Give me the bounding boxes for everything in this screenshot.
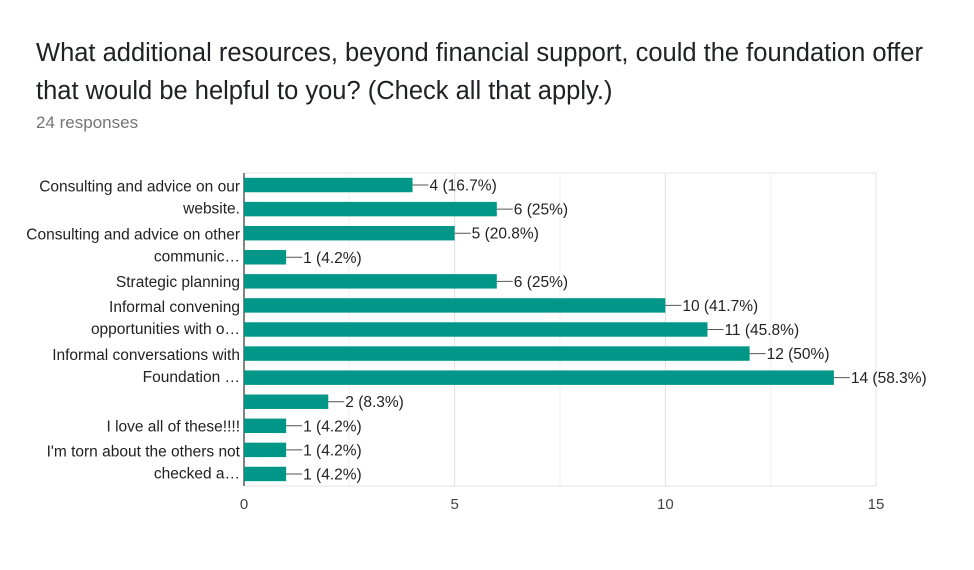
category-label: checked a… [154,465,240,482]
bar [244,250,287,265]
bar [244,394,329,409]
data-label: 1 (4.2%) [303,418,362,435]
data-labels: 4 (16.7%) 6 (25%) 5 (20.8%) 1 (4.2%) 6 (25%)… [286,178,927,483]
category-label: Consulting and advice on other [26,227,240,244]
category-label: communic… [154,249,240,266]
data-label: 5 (20.8%) [472,226,539,243]
data-label: 14 (58.3%) [851,370,927,387]
data-label: 2 (8.3%) [345,394,404,411]
data-label: 6 (25%) [514,274,568,291]
x-tick-label: 0 [240,496,248,513]
category-label: Strategic planning [116,274,240,291]
x-axis-ticks: 0 5 10 15 [240,496,885,513]
bar [244,418,287,434]
bars [244,177,834,482]
response-count: 24 responses [36,113,139,132]
category-label: Informal convening [109,299,240,316]
question-title: What additional resources, beyond financ… [36,39,923,105]
category-label: Foundation … [143,369,240,386]
bar [244,466,287,482]
category-label: I'm torn about the others not [47,443,241,460]
bar [244,274,497,289]
category-label: Consulting and advice on our [39,179,240,196]
x-tick-label: 15 [868,496,885,513]
category-label: I love all of these!!!! [106,418,240,435]
bar [244,370,834,385]
data-label: 6 (25%) [514,202,568,219]
category-label: website. [182,201,240,218]
data-label: 11 (45.8%) [724,322,799,339]
bar [244,322,708,337]
bar [244,225,455,241]
data-label: 4 (16.7%) [430,178,497,195]
bar [244,201,497,217]
data-label: 10 (41.7%) [682,298,758,315]
category-label: opportunities with o… [91,321,240,338]
data-label: 1 (4.2%) [303,250,362,267]
bar [244,298,666,313]
data-label: 12 (50%) [767,346,830,363]
data-label: 1 (4.2%) [303,466,362,483]
bar [244,442,287,458]
bar [244,346,750,361]
bar [244,177,413,193]
category-label: Informal conversations with [52,347,240,364]
x-tick-label: 5 [450,496,458,513]
x-tick-label: 10 [657,496,674,513]
category-labels: Consulting and advice on our website. Cons… [26,179,240,483]
data-label: 1 (4.2%) [303,442,362,459]
